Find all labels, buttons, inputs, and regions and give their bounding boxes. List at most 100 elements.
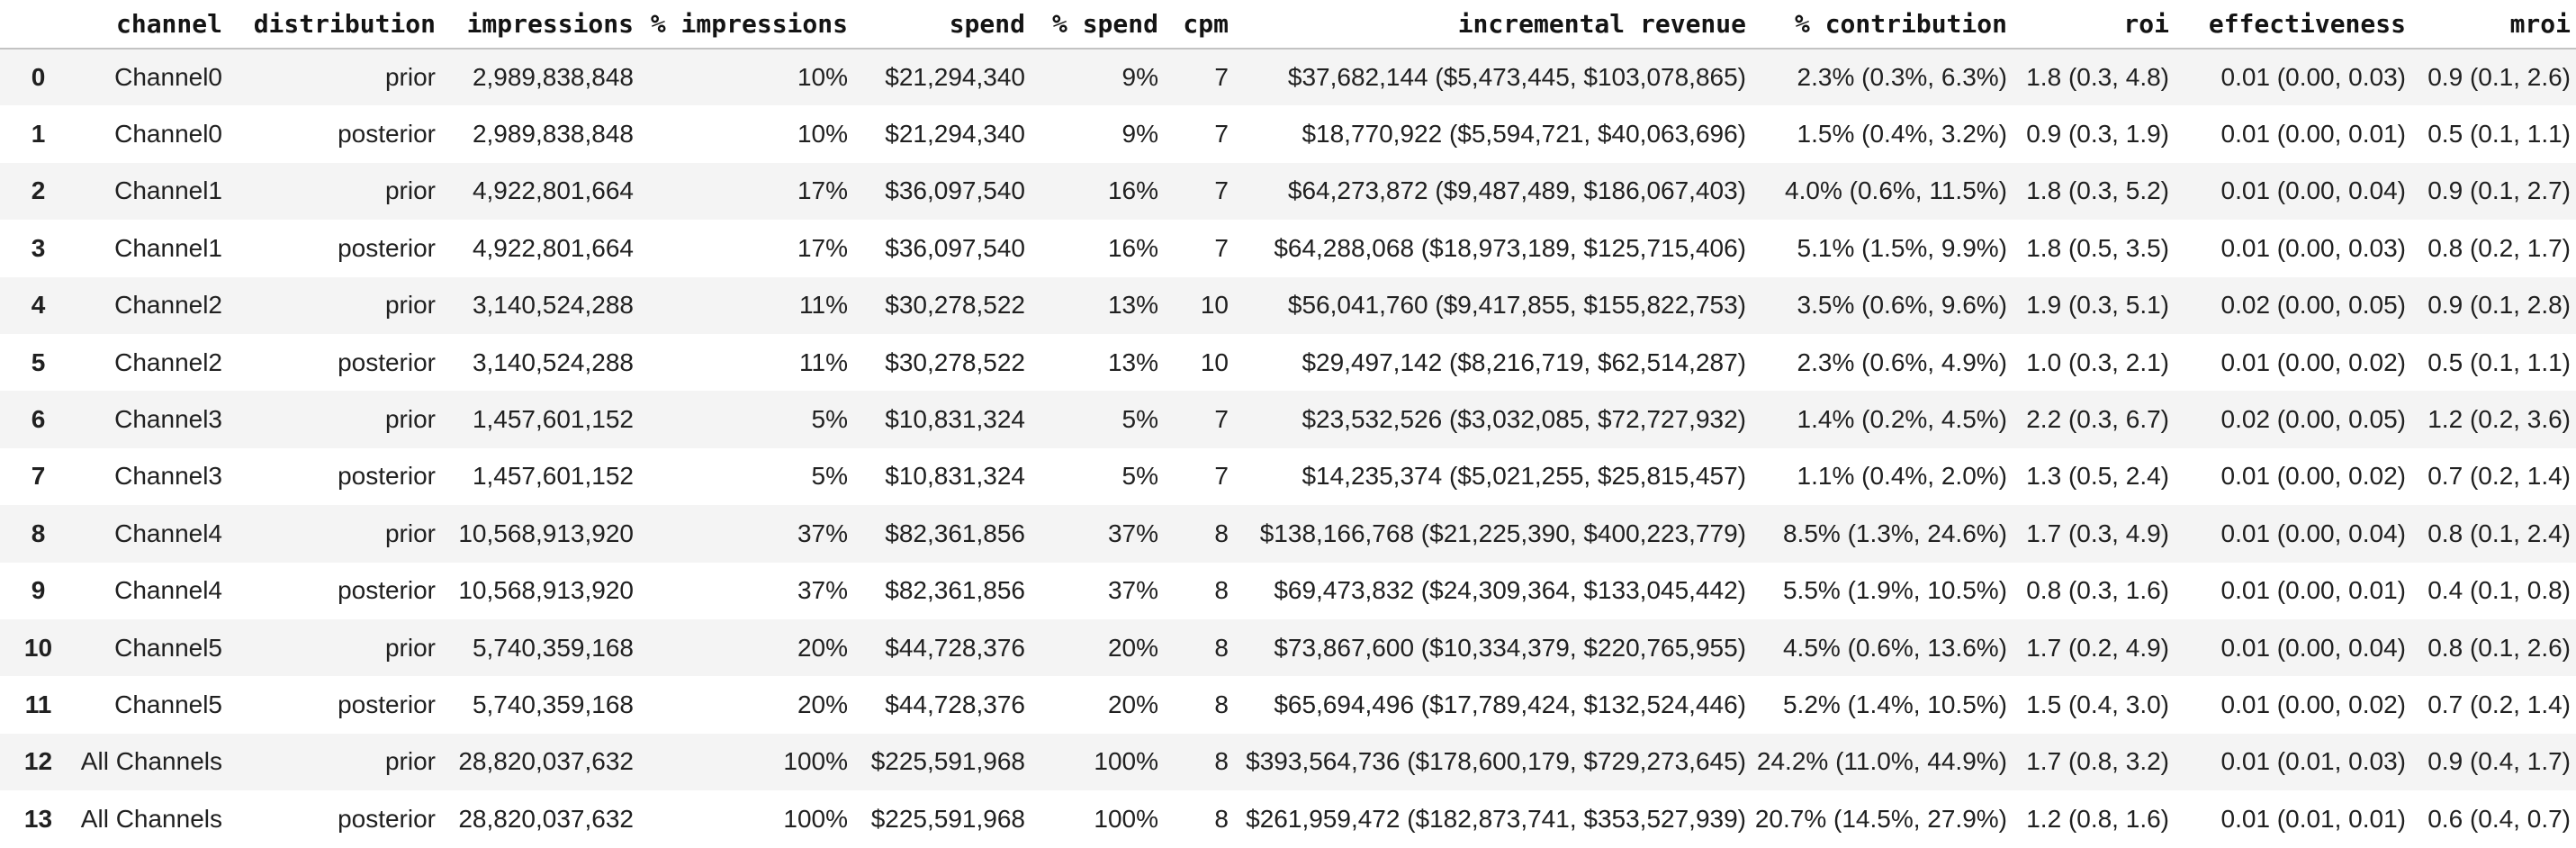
cell-incremental-revenue: $37,682,144 ($5,473,445, $103,078,865) <box>1287 63 1746 92</box>
cell-pct-impressions: 100% <box>783 747 848 776</box>
col-header-effectiveness: effectiveness <box>2169 0 2406 50</box>
row-index: 6 <box>31 405 46 434</box>
cell-incremental-revenue: $138,166,768 ($21,225,390, $400,223,779) <box>1259 519 1746 547</box>
cell-effectiveness: 0.01 (0.00, 0.04) <box>2220 519 2406 547</box>
row-index: 9 <box>31 576 46 605</box>
cell-impressions: 3,140,524,288 <box>472 291 634 320</box>
row-index: 3 <box>31 233 46 262</box>
cell-pct-impressions: 20% <box>797 690 848 718</box>
cell-pct-spend: 9% <box>1121 120 1158 149</box>
cell-impressions: 10,568,913,920 <box>458 519 634 547</box>
cell-channel: Channel5 <box>114 633 222 662</box>
cell-channel: Channel0 <box>114 120 222 149</box>
cell-pct-spend: 5% <box>1121 405 1158 434</box>
cell-impressions: 2,989,838,848 <box>472 120 634 149</box>
cell-channel: All Channels <box>80 804 222 833</box>
cell-channel: Channel3 <box>114 462 222 491</box>
cell-mroi: 0.9 (0.1, 2.8) <box>2427 291 2571 320</box>
cell-cpm: 7 <box>1214 462 1229 491</box>
cell-pct-impressions: 11% <box>799 347 848 376</box>
col-header-channel: channel <box>77 0 222 50</box>
cell-roi: 1.8 (0.3, 5.2) <box>2026 176 2169 205</box>
table-row: 4 Channel2 prior 3,140,524,288 11% $30,278,52… <box>0 276 2576 334</box>
table-row: 0 Channel0 prior 2,989,838,848 10% $21,294,34… <box>0 49 2576 106</box>
cell-mroi: 0.6 (0.4, 0.7) <box>2427 804 2571 833</box>
col-header-incremental-revenue: incremental revenue <box>1229 0 1746 50</box>
cell-roi: 1.9 (0.3, 5.1) <box>2026 291 2169 320</box>
cell-roi: 0.8 (0.3, 1.6) <box>2026 576 2169 605</box>
cell-cpm: 7 <box>1214 120 1229 149</box>
cell-incremental-revenue: $18,770,922 ($5,594,721, $40,063,696) <box>1302 120 1746 149</box>
cell-spend: $82,361,856 <box>885 519 1025 547</box>
cell-roi: 2.2 (0.3, 6.7) <box>2026 405 2169 434</box>
cell-cpm: 7 <box>1214 233 1229 262</box>
header-row: channel distribution impressions% impressi… <box>0 0 2576 50</box>
cell-pct-impressions: 5% <box>811 462 848 491</box>
cell-roi: 1.8 (0.5, 3.5) <box>2026 233 2169 262</box>
table-row: 3 Channel1 posterior 4,922,801,664 17% $36,09… <box>0 220 2576 277</box>
cell-pct-spend: 5% <box>1121 462 1158 491</box>
cell-cpm: 7 <box>1214 63 1229 92</box>
cell-effectiveness: 0.01 (0.00, 0.01) <box>2220 576 2406 605</box>
cell-distribution: posterior <box>338 462 436 491</box>
cell-pct-contribution: 3.5% (0.6%, 9.6%) <box>1797 291 2007 320</box>
cell-pct-impressions: 17% <box>797 233 848 262</box>
col-header-roi: roi <box>2007 0 2169 50</box>
cell-pct-spend: 37% <box>1107 519 1158 547</box>
table-row: 2 Channel1 prior 4,922,801,664 17% $36,097,54… <box>0 162 2576 221</box>
cell-incremental-revenue: $14,235,374 ($5,021,255, $25,815,457) <box>1302 462 1746 491</box>
cell-distribution: prior <box>384 633 436 662</box>
cell-pct-impressions: 20% <box>797 633 848 662</box>
table-row: 10 Channel5 prior 5,740,359,168 20% $44,728,3… <box>0 618 2576 677</box>
table-row: 9 Channel4 posterior 10,568,913,920 37% $82,3… <box>0 562 2576 619</box>
col-header-pct-contribution: % contribution <box>1746 0 2007 50</box>
col-header-impressions: impressions <box>436 0 634 50</box>
cell-pct-spend: 20% <box>1107 690 1158 718</box>
cell-incremental-revenue: $56,041,760 ($9,417,855, $155,822,753) <box>1287 291 1746 320</box>
cell-effectiveness: 0.01 (0.00, 0.02) <box>2220 690 2406 718</box>
cell-spend: $36,097,540 <box>885 233 1025 262</box>
cell-cpm: 8 <box>1214 633 1229 662</box>
row-index: 11 <box>24 690 52 718</box>
cell-effectiveness: 0.01 (0.00, 0.03) <box>2220 233 2406 262</box>
col-header-mroi: mroi <box>2406 0 2576 50</box>
cell-cpm: 8 <box>1214 804 1229 833</box>
cell-effectiveness: 0.02 (0.00, 0.05) <box>2220 291 2406 320</box>
cell-impressions: 4,922,801,664 <box>472 233 634 262</box>
cell-roi: 1.7 (0.3, 4.9) <box>2026 519 2169 547</box>
cell-mroi: 0.4 (0.1, 0.8) <box>2427 576 2571 605</box>
cell-roi: 1.2 (0.8, 1.6) <box>2026 804 2169 833</box>
cell-pct-spend: 16% <box>1107 176 1158 205</box>
cell-roi: 0.9 (0.3, 1.9) <box>2026 120 2169 149</box>
cell-roi: 1.8 (0.3, 4.8) <box>2026 63 2169 92</box>
cell-pct-contribution: 4.0% (0.6%, 11.5%) <box>1785 176 2007 205</box>
table-body: 0 Channel0 prior 2,989,838,848 10% $21,294,34… <box>0 49 2576 848</box>
cell-effectiveness: 0.01 (0.00, 0.01) <box>2220 120 2406 149</box>
cell-pct-impressions: 5% <box>811 405 848 434</box>
cell-channel: Channel3 <box>114 405 222 434</box>
cell-channel: Channel2 <box>114 291 222 320</box>
cell-pct-impressions: 17% <box>797 176 848 205</box>
table-row: 1 Channel0 posterior 2,989,838,848 10% $21,29… <box>0 105 2576 163</box>
cell-spend: $10,831,324 <box>885 462 1025 491</box>
cell-effectiveness: 0.01 (0.00, 0.02) <box>2220 347 2406 376</box>
cell-channel: Channel4 <box>114 519 222 547</box>
table-row: 13 All Channels posterior 28,820,037,632 100… <box>0 790 2576 848</box>
cell-spend: $44,728,376 <box>885 633 1025 662</box>
cell-mroi: 0.9 (0.1, 2.6) <box>2427 63 2571 92</box>
cell-pct-impressions: 37% <box>797 576 848 605</box>
cell-distribution: posterior <box>338 576 436 605</box>
cell-pct-spend: 100% <box>1094 747 1158 776</box>
cell-channel: All Channels <box>80 747 222 776</box>
cell-incremental-revenue: $65,694,496 ($17,789,424, $132,524,446) <box>1274 690 1746 718</box>
cell-pct-contribution: 20.7% (14.5%, 27.9%) <box>1754 804 2007 833</box>
cell-effectiveness: 0.01 (0.01, 0.01) <box>2220 804 2406 833</box>
cell-incremental-revenue: $23,532,526 ($3,032,085, $72,727,932) <box>1302 405 1746 434</box>
cell-pct-spend: 16% <box>1107 233 1158 262</box>
cell-distribution: prior <box>384 176 436 205</box>
cell-distribution: posterior <box>338 347 436 376</box>
row-index: 10 <box>23 633 53 662</box>
cell-incremental-revenue: $261,959,472 ($182,873,741, $353,527,939… <box>1246 804 1746 833</box>
cell-cpm: 10 <box>1200 347 1229 376</box>
cell-pct-spend: 37% <box>1107 576 1158 605</box>
